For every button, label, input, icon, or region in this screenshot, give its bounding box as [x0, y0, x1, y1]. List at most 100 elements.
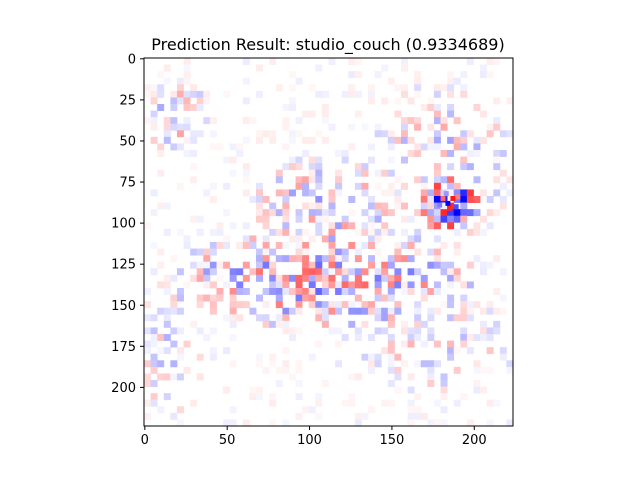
heatmap-cell — [414, 268, 422, 276]
heatmap-cell — [368, 307, 376, 315]
heatmap-cell — [157, 261, 165, 269]
heatmap-cell — [407, 150, 415, 157]
heatmap-cell — [262, 288, 270, 295]
heatmap-cell — [407, 215, 415, 223]
heatmap-cell — [506, 189, 514, 197]
heatmap-cell — [209, 294, 217, 302]
heatmap-cell — [460, 301, 468, 309]
heatmap-cell — [216, 228, 224, 236]
heatmap-cell — [361, 222, 369, 230]
heatmap-cell — [282, 222, 290, 230]
heatmap-cell — [176, 406, 184, 414]
heatmap-cell — [387, 209, 395, 217]
heatmap-cell — [229, 419, 237, 427]
heatmap-cell — [282, 189, 290, 197]
heatmap-cell — [361, 163, 369, 171]
heatmap-cell — [249, 268, 257, 276]
heatmap-cell — [170, 360, 178, 368]
heatmap-cell — [394, 301, 402, 309]
heatmap-cell — [183, 242, 191, 249]
heatmap-cell — [249, 242, 257, 249]
heatmap-cell — [506, 176, 514, 184]
heatmap-cell — [407, 288, 415, 295]
heatmap-cell — [328, 235, 336, 243]
heatmap-cell — [229, 406, 237, 414]
heatmap-cell — [302, 182, 310, 190]
heatmap-cell — [453, 248, 461, 256]
heatmap-cell — [256, 189, 264, 197]
heatmap-cell — [229, 294, 237, 302]
heatmap-cell — [308, 294, 316, 302]
heatmap-cell — [308, 209, 316, 217]
heatmap-cell — [209, 261, 217, 269]
heatmap-cell — [236, 314, 244, 322]
heatmap-cell — [176, 347, 184, 355]
heatmap-cell — [433, 163, 441, 171]
heatmap-cell — [262, 301, 270, 309]
heatmap-cell — [466, 163, 474, 171]
heatmap-cell — [256, 248, 264, 256]
heatmap-cell — [440, 242, 448, 249]
heatmap-cell — [480, 386, 488, 394]
heatmap-hotspot — [437, 202, 443, 208]
heatmap-cell — [256, 209, 264, 217]
heatmap-cell — [447, 281, 455, 289]
heatmap-cell — [341, 274, 349, 282]
heatmap-cell — [256, 314, 264, 322]
heatmap-cell — [387, 399, 395, 407]
heatmap-cell — [447, 268, 455, 276]
heatmap-cell — [440, 117, 448, 125]
heatmap-cell — [236, 242, 244, 249]
heatmap-cell — [414, 176, 422, 184]
heatmap-cell — [183, 77, 191, 85]
heatmap-cell — [203, 90, 211, 98]
heatmap-cell — [368, 255, 376, 263]
heatmap-cell — [433, 222, 441, 230]
heatmap-cell — [302, 274, 310, 282]
heatmap-cell — [433, 110, 441, 118]
heatmap-cell — [183, 104, 191, 111]
heatmap-cell — [453, 209, 461, 217]
heatmap-cell — [368, 90, 376, 98]
heatmap-cell — [407, 406, 415, 414]
heatmap-cell — [229, 314, 237, 322]
heatmap-cell — [144, 288, 151, 295]
heatmap-cell — [150, 189, 158, 197]
heatmap-cell — [256, 196, 264, 203]
heatmap-cell — [157, 84, 165, 92]
heatmap-cell — [315, 215, 323, 223]
heatmap-cell — [242, 117, 250, 125]
heatmap-cell — [433, 261, 441, 269]
heatmap-cell — [361, 307, 369, 315]
heatmap-cell — [150, 399, 158, 407]
heatmap-cell — [216, 261, 224, 269]
heatmap-cell — [209, 281, 217, 289]
heatmap-cell — [460, 71, 468, 79]
heatmap-cell — [433, 288, 441, 295]
heatmap-cell — [335, 288, 343, 295]
heatmap-cell — [229, 169, 237, 177]
heatmap-cell — [374, 274, 382, 282]
heatmap-cell — [288, 327, 296, 335]
heatmap-cell — [453, 228, 461, 236]
heatmap-cell — [269, 209, 277, 217]
heatmap-cell — [256, 261, 264, 269]
heatmap-cell — [493, 209, 501, 217]
heatmap-cell — [275, 242, 283, 249]
heatmap-cell — [493, 150, 501, 157]
heatmap-cell — [453, 196, 461, 203]
heatmap-cell — [348, 373, 356, 381]
heatmap-cell — [163, 373, 171, 381]
heatmap-cell — [315, 399, 323, 407]
heatmap-cell — [361, 228, 369, 236]
heatmap-cell — [348, 71, 356, 79]
heatmap-cell — [229, 222, 237, 230]
heatmap-cell — [308, 169, 316, 177]
y-tick-label: 75 — [119, 176, 136, 191]
plot-area — [143, 57, 514, 427]
heatmap-cell — [282, 320, 290, 328]
heatmap-cell — [420, 196, 428, 203]
heatmap-cell — [466, 281, 474, 289]
heatmap-cell — [368, 84, 376, 92]
heatmap-cell — [440, 373, 448, 381]
